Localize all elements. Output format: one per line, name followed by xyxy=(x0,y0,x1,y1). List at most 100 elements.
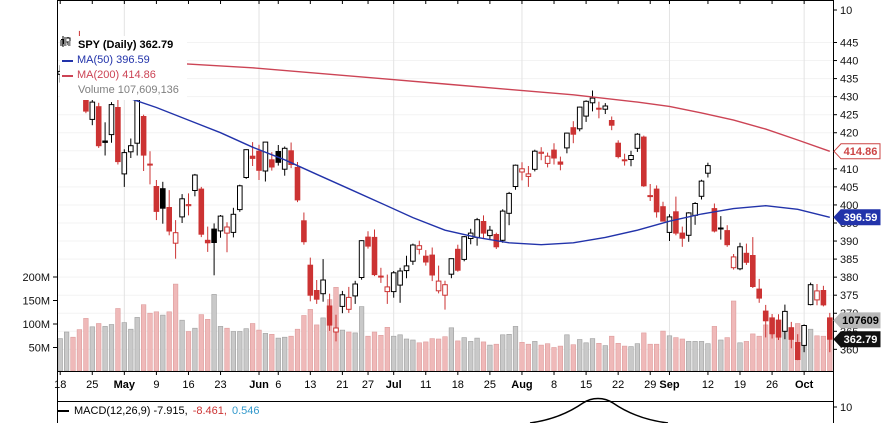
candle xyxy=(551,149,557,159)
volume-bar xyxy=(358,306,365,372)
candle xyxy=(153,186,160,212)
macd-curve-sliver xyxy=(529,397,669,423)
legend-ma50-row: MA(50) 396.59 xyxy=(62,53,179,68)
candle xyxy=(673,211,679,234)
volume-bar xyxy=(282,336,288,372)
ma200-label: MA(200) 414.86 xyxy=(77,69,156,81)
volume-bar xyxy=(320,317,326,372)
candle xyxy=(538,151,545,154)
candle xyxy=(647,195,654,198)
svg-text:27: 27 xyxy=(362,379,374,391)
svg-text:Aug: Aug xyxy=(511,379,532,391)
candle xyxy=(102,140,108,143)
svg-text:440: 440 xyxy=(840,56,858,68)
volume-bar xyxy=(718,339,724,372)
volume-bar xyxy=(532,341,538,372)
candle xyxy=(204,239,211,244)
volume-bar xyxy=(198,314,204,372)
candle xyxy=(346,296,352,310)
candle xyxy=(564,132,570,149)
macd-line-swatch-icon xyxy=(58,410,69,412)
candle xyxy=(410,244,416,262)
svg-text:18: 18 xyxy=(54,379,66,391)
candle xyxy=(224,226,230,234)
candle xyxy=(397,270,403,286)
volume-bar xyxy=(205,318,211,372)
svg-text:360: 360 xyxy=(840,344,858,356)
candle xyxy=(384,286,391,293)
candle xyxy=(262,141,269,172)
value-tag-text: 396.59 xyxy=(844,212,878,224)
svg-text:390: 390 xyxy=(840,236,858,248)
svg-text:Oct: Oct xyxy=(795,379,814,391)
candle xyxy=(589,97,596,104)
volume-bar xyxy=(686,341,692,372)
volume-bar xyxy=(378,334,384,372)
candle xyxy=(358,240,365,278)
svg-text:Jul: Jul xyxy=(386,379,402,391)
svg-text:11: 11 xyxy=(420,379,431,391)
candle xyxy=(352,283,358,297)
macd-label: MACD(12,26,9) -7.915, xyxy=(74,405,188,417)
svg-text:400: 400 xyxy=(840,200,858,212)
candle xyxy=(448,258,455,275)
volume-bar xyxy=(250,323,256,372)
volume-bar xyxy=(698,341,705,372)
legend-volume-row: Volume 107,609,136 xyxy=(60,37,179,98)
candle xyxy=(108,104,115,136)
svg-text:25: 25 xyxy=(484,379,496,391)
candle xyxy=(95,106,102,147)
svg-text:150M: 150M xyxy=(22,296,50,308)
volume-bar xyxy=(346,331,352,372)
candle xyxy=(435,280,442,292)
volume-bar xyxy=(461,337,467,372)
candle xyxy=(532,150,538,170)
volume-bar xyxy=(551,347,557,372)
candle xyxy=(653,188,660,213)
candle xyxy=(679,232,686,239)
candle xyxy=(371,236,378,276)
value-tag-text: 107609 xyxy=(842,315,879,327)
volume-bar xyxy=(769,334,775,372)
ma50-swatch-icon xyxy=(62,59,73,62)
volume-bar xyxy=(403,338,410,372)
volume-bar xyxy=(102,326,108,372)
volume-bar xyxy=(160,314,166,372)
volume-bar xyxy=(64,331,70,372)
volume-bar xyxy=(391,335,397,372)
candle xyxy=(820,290,827,306)
candle xyxy=(711,208,718,232)
axes xyxy=(57,0,834,423)
candle xyxy=(313,290,320,300)
volume-bar xyxy=(192,327,198,372)
volume-bar xyxy=(750,333,756,372)
volume-bar xyxy=(807,328,814,372)
candle xyxy=(576,106,583,130)
candle xyxy=(615,142,622,158)
volume-bar xyxy=(596,342,602,372)
volume-bar xyxy=(307,309,313,372)
svg-text:50M: 50M xyxy=(29,343,50,355)
volume-bar xyxy=(96,323,102,372)
candle xyxy=(128,145,134,153)
svg-text:405: 405 xyxy=(840,182,858,194)
volume-bar xyxy=(519,341,525,372)
volume-bar xyxy=(429,338,435,372)
svg-text:10: 10 xyxy=(840,402,852,414)
volume-bar xyxy=(217,326,224,372)
volume-bar xyxy=(301,315,307,372)
candle xyxy=(544,155,551,164)
volume-bar xyxy=(679,338,685,372)
candle xyxy=(583,100,589,117)
candle xyxy=(320,279,326,295)
volume-bar xyxy=(628,346,634,372)
legend-symbol-row: SPY (Daily) 362.79 xyxy=(61,36,179,53)
volume-bar xyxy=(230,331,237,372)
candle xyxy=(121,152,128,175)
candle xyxy=(608,120,615,126)
volume-bar xyxy=(224,327,230,372)
candle xyxy=(628,155,634,160)
volume-bar xyxy=(76,329,82,372)
macd-histogram-value: 0.546 xyxy=(231,405,260,417)
